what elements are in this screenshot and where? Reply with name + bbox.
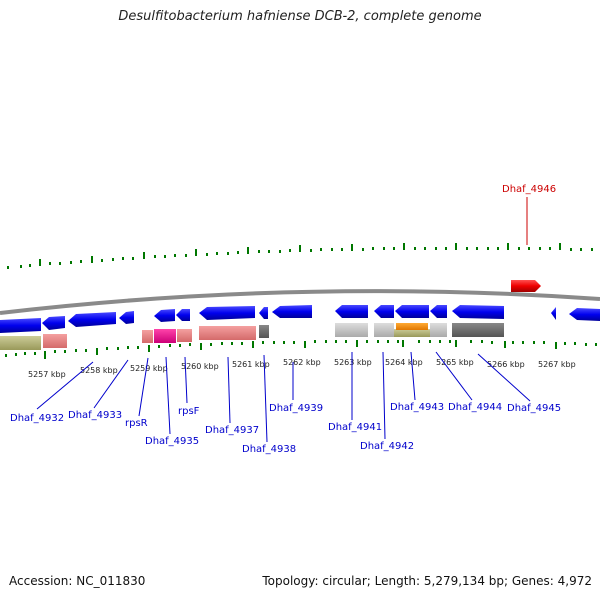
scale-label: 5265 kbp: [436, 358, 474, 367]
gene-dhaf-4933[interactable]: [42, 316, 65, 330]
gene-label-dhaf-4942[interactable]: Dhaf_4942: [360, 441, 414, 452]
scale-label: 5263 kbp: [334, 358, 372, 367]
gene-label-dhaf-4946[interactable]: Dhaf_4946: [502, 184, 556, 195]
gene-label-rpsf[interactable]: rpsF: [178, 406, 200, 417]
gene-label-dhaf-4933[interactable]: Dhaf_4933: [68, 410, 122, 421]
gene-dhaf-4945[interactable]: [569, 308, 600, 321]
feature-salmon-2[interactable]: [142, 330, 153, 343]
feature-olive-2[interactable]: [394, 329, 430, 337]
reverse-strand-genes: [0, 305, 600, 333]
feature-track: [0, 323, 504, 350]
genome-summary-text: Topology: circular; Length: 5,279,134 bp…: [262, 574, 592, 588]
gene-dhaf-4937[interactable]: [199, 306, 255, 320]
feature-olive[interactable]: [0, 336, 41, 350]
gene-dhaf-4932[interactable]: [0, 318, 41, 333]
gene-dhaf-4941[interactable]: [335, 305, 368, 318]
gene-blue-6[interactable]: [430, 305, 447, 318]
feature-orange[interactable]: [396, 323, 428, 330]
gene-label-dhaf-4945[interactable]: Dhaf_4945: [507, 403, 561, 414]
gene-label-dhaf-4939[interactable]: Dhaf_4939: [269, 403, 323, 414]
scale-label: 5262 kbp: [283, 358, 321, 367]
gene-dhaf-4946[interactable]: [511, 280, 541, 292]
gene-labels: Dhaf_4932 Dhaf_4933 rpsR Dhaf_4935 rpsF …: [10, 184, 561, 455]
gene-blue-7[interactable]: [551, 307, 556, 320]
gene-label-dhaf-4935[interactable]: Dhaf_4935: [145, 436, 199, 447]
scale-label: 5260 kbp: [181, 362, 219, 371]
feature-magenta[interactable]: [154, 329, 176, 343]
gene-dhaf-4939[interactable]: [272, 305, 312, 318]
scale-label: 5266 kbp: [487, 360, 525, 369]
feature-salmon-1[interactable]: [43, 334, 67, 348]
genome-title: Desulfitobacterium hafniense DCB-2, comp…: [118, 9, 482, 24]
gene-dhaf-4943[interactable]: [395, 305, 429, 318]
gene-label-dhaf-4941[interactable]: Dhaf_4941: [328, 422, 382, 433]
scale-label: 5261 kbp: [232, 360, 270, 369]
feature-dark-2[interactable]: [452, 323, 504, 337]
gene-label-dhaf-4943[interactable]: Dhaf_4943: [390, 402, 444, 413]
scale-label: 5259 kbp: [130, 364, 168, 373]
accession-text: Accession: NC_011830: [9, 574, 146, 588]
scale-label: 5267 kbp: [538, 360, 576, 369]
feature-gray-3[interactable]: [430, 323, 447, 337]
scale-labels: 5257 kbp 5258 kbp 5259 kbp 5260 kbp 5261…: [28, 358, 576, 379]
gene-blue-4[interactable]: [176, 309, 190, 321]
feature-dark-1[interactable]: [259, 325, 269, 338]
gene-dhaf-4942[interactable]: [374, 305, 394, 318]
feature-salmon-3[interactable]: [177, 329, 192, 342]
gene-label-dhaf-4938[interactable]: Dhaf_4938: [242, 444, 296, 455]
lower-tick-arc: [5, 340, 597, 359]
genome-backbone: [0, 289, 600, 315]
feature-gray-2[interactable]: [374, 323, 394, 337]
gene-dhaf-4944[interactable]: [452, 305, 504, 319]
gene-blue-2[interactable]: [119, 311, 134, 324]
feature-gray-1[interactable]: [335, 323, 368, 337]
gene-label-dhaf-4944[interactable]: Dhaf_4944: [448, 402, 502, 413]
gene-label-rpsr[interactable]: rpsR: [125, 418, 148, 429]
scale-label: 5258 kbp: [80, 366, 118, 375]
gene-leader-lines: [36, 351, 531, 443]
gene-label-dhaf-4932[interactable]: Dhaf_4932: [10, 413, 64, 424]
scale-label: 5257 kbp: [28, 370, 66, 379]
gene-blue-5[interactable]: [259, 307, 268, 319]
scale-label: 5264 kbp: [385, 358, 423, 367]
feature-salmon-4[interactable]: [199, 326, 256, 340]
gene-blue-3[interactable]: [154, 309, 175, 322]
gene-label-dhaf-4937[interactable]: Dhaf_4937: [205, 425, 259, 436]
upper-tick-arc: [7, 243, 593, 269]
gene-blue-1[interactable]: [68, 312, 116, 327]
